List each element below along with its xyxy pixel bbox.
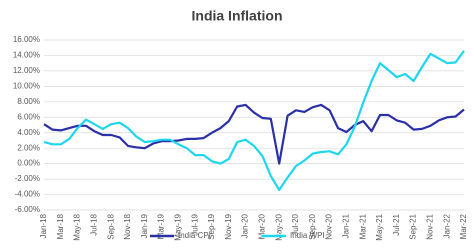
x-tick-label: Jan-18 [39, 213, 48, 238]
y-tick-label: 6.00% [17, 112, 40, 121]
y-tick-label: 10.00% [13, 81, 40, 90]
y-tick-label: 0.00% [17, 159, 40, 168]
y-tick-label: -2.00% [15, 174, 40, 183]
series-line [43, 103, 465, 165]
y-tick-label: 8.00% [17, 97, 40, 106]
x-tick-label: Jul-18 [90, 213, 99, 235]
x-tick-label: Jan-20 [241, 213, 250, 238]
x-tick-label: Nov-20 [325, 213, 334, 239]
x-tick-label: May-21 [375, 213, 384, 240]
x-tick-label: Nov-19 [224, 213, 233, 239]
x-tick-label: Jan-19 [140, 213, 149, 238]
y-tick-label: 14.00% [13, 51, 40, 60]
y-tick-label: -6.00% [15, 205, 40, 214]
x-tick-label: Mar-21 [358, 213, 367, 239]
series-line [43, 50, 465, 191]
x-tick-label: Mar-20 [258, 213, 267, 239]
x-tick-label: Sep-20 [308, 213, 317, 239]
legend-label: India WPI [290, 231, 325, 240]
x-tick-label: May-18 [73, 213, 82, 240]
y-tick-label: 4.00% [17, 128, 40, 137]
x-tick-label: Mar-18 [56, 213, 65, 239]
x-tick-label: Sep-19 [207, 213, 216, 239]
legend-label: India CPI [178, 231, 211, 240]
x-tick-label: Sep-18 [106, 213, 115, 239]
x-tick-label: Jan-21 [342, 213, 351, 238]
x-tick-label: Sep-21 [409, 213, 418, 239]
y-tick-label: 2.00% [17, 143, 40, 152]
x-tick-label: Jul-20 [291, 213, 300, 235]
y-tick-label: 12.00% [13, 66, 40, 75]
x-tick-label: Nov-18 [123, 213, 132, 239]
x-tick-label: Nov-21 [426, 213, 435, 239]
x-tick-label: Mar-19 [157, 213, 166, 239]
x-tick-label: May-20 [274, 213, 283, 240]
x-tick-label: May-19 [174, 213, 183, 240]
chart-title: India Inflation [192, 8, 283, 24]
x-tick-label: Jan-22 [442, 213, 451, 238]
x-tick-label: Mar-22 [459, 213, 468, 239]
x-tick-label: Jul-19 [190, 213, 199, 235]
x-tick-label: Jul-21 [392, 213, 401, 235]
y-tick-label: 16.00% [13, 35, 40, 44]
y-tick-label: -4.00% [15, 190, 40, 199]
